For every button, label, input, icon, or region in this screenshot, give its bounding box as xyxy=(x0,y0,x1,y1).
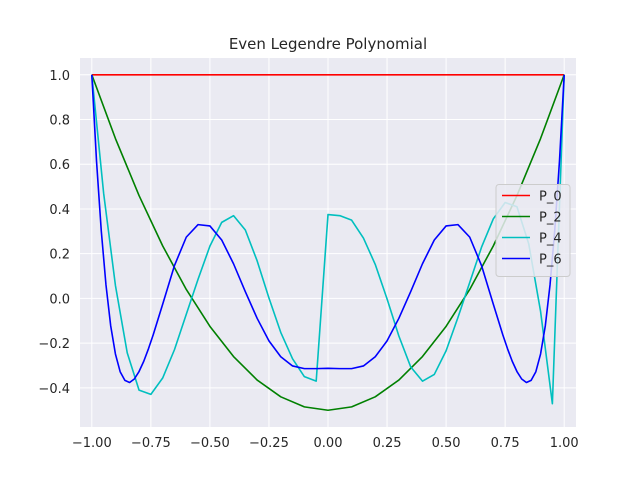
x-tick-label: −0.25 xyxy=(249,436,289,451)
x-tick-label: −0.75 xyxy=(131,436,171,451)
x-tick-label: 0.50 xyxy=(432,436,461,451)
legend-label: P_6 xyxy=(539,253,562,268)
series-lines xyxy=(91,73,565,412)
y-tick-label: 0.2 xyxy=(49,248,70,263)
legend-label: P_4 xyxy=(539,232,562,247)
tick-labels: −1.00 −0.75 −0.50 −0.25 0.00 0.25 0.50 0.75 1.00… xyxy=(38,69,578,451)
legend-label: P_2 xyxy=(539,211,562,226)
series-line-p6 xyxy=(91,74,565,384)
series-line-p2 xyxy=(91,74,565,412)
y-tick-label: 0.0 xyxy=(49,292,70,307)
y-tick-label: 0.8 xyxy=(49,114,70,129)
legend-label: P_0 xyxy=(539,190,562,205)
y-tick-label: 0.6 xyxy=(49,158,70,173)
y-tick-label: −0.2 xyxy=(38,337,70,352)
x-tick-label: 0.00 xyxy=(314,436,343,451)
x-tick-label: 1.00 xyxy=(550,436,579,451)
x-tick-label: 0.75 xyxy=(491,436,520,451)
x-tick-label: −1.00 xyxy=(72,436,112,451)
legend-box xyxy=(495,184,571,277)
x-tick-label: −0.50 xyxy=(190,436,230,451)
y-tick-label: −0.4 xyxy=(38,382,70,397)
y-tick-label: 1.0 xyxy=(49,69,70,84)
legend: P_0 P_2 P_4 P_6 xyxy=(495,184,571,277)
chart-title: Even Legendre Polynomial xyxy=(229,35,427,53)
series-line-p4 xyxy=(91,74,565,405)
y-tick-label: 0.4 xyxy=(49,203,70,218)
x-tick-label: 0.25 xyxy=(373,436,402,451)
